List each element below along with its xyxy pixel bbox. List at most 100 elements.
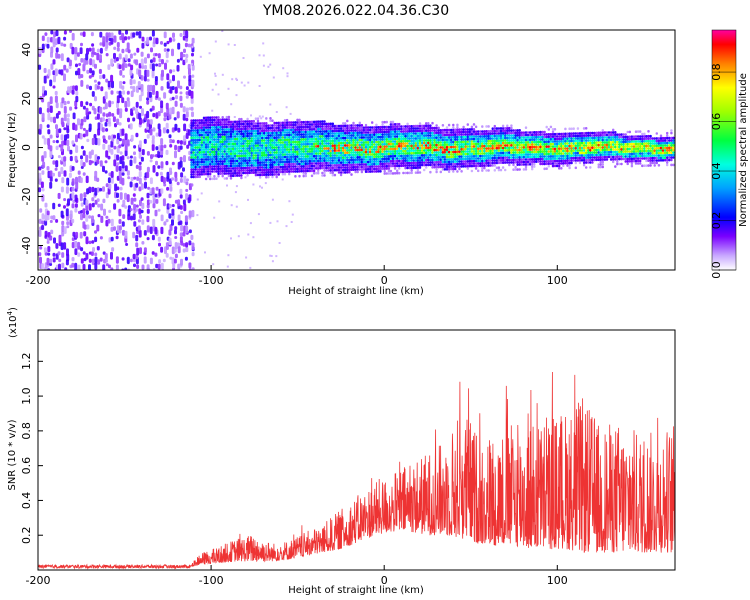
spectrogram-cell: [202, 119, 206, 122]
spectrogram-cell: [387, 128, 391, 131]
spectrogram-cell: [350, 131, 353, 135]
spectrogram-cell: [431, 151, 434, 154]
spectrogram-cell: [101, 127, 105, 133]
spectrogram-cell: [549, 155, 553, 158]
spectrogram-cell: [285, 138, 289, 142]
spectrogram-cell: [76, 52, 80, 57]
spectrogram-cell: [443, 133, 447, 137]
spectrogram-cell: [541, 138, 544, 141]
spectrogram-cell: [369, 165, 372, 168]
spectrogram-cell: [518, 138, 521, 142]
spectrogram-cell: [198, 151, 201, 154]
spectrogram-cell: [474, 140, 478, 143]
spectrogram-cell: [269, 163, 272, 167]
spectrogram-cell: [441, 128, 445, 132]
spectrogram-cell: [130, 215, 133, 221]
spectrogram-cell: [389, 137, 393, 141]
spectrogram-cell: [273, 170, 276, 174]
spectrogram-cell: [258, 144, 262, 147]
spectrogram-cell: [431, 166, 434, 169]
spectrogram-cell: [551, 164, 555, 168]
spectrogram-cell: [418, 156, 422, 160]
spectrogram-cell: [265, 136, 268, 140]
spectrogram-cell: [398, 132, 401, 136]
spectrogram-cell: [464, 138, 467, 141]
spectrogram-cell: [198, 146, 201, 149]
spectrogram-cell: [265, 146, 268, 150]
spectrogram-cell: [564, 152, 567, 155]
spectrogram-cell: [130, 108, 134, 116]
spectrogram-cell: [236, 147, 239, 150]
spectrogram-cell: [126, 42, 130, 50]
spectrogram-cell: [319, 157, 322, 160]
spectrogram-cell: [495, 127, 499, 130]
spectrogram-cell: [568, 144, 571, 148]
spectrogram-cell: [302, 152, 305, 156]
spectrogram-cell: [180, 51, 184, 59]
spectrogram-cell: [63, 100, 67, 106]
spectrogram-cell: [88, 123, 92, 131]
spectrogram-cell: [152, 202, 156, 209]
spectrogram-cell: [441, 160, 445, 164]
spectrogram-cell: [214, 75, 217, 77]
spectrogram-cell: [146, 204, 150, 209]
spectrogram-cell: [553, 157, 557, 160]
spectrogram-cell: [130, 64, 134, 71]
spectrogram-cell: [258, 168, 262, 172]
spectrogram-cell: [267, 168, 270, 172]
spectrogram-cell: [206, 150, 210, 154]
spectrogram-cell: [321, 120, 324, 123]
spectrogram-cell: [321, 164, 324, 167]
spectrogram-cell: [250, 132, 253, 135]
spectrogram-cell: [71, 32, 75, 41]
spectrogram-cell: [339, 168, 343, 172]
spectrogram-cell: [238, 152, 241, 155]
spectrogram-cell: [474, 149, 478, 153]
spectrogram-cell: [485, 164, 488, 167]
spectrogram-cell: [576, 146, 580, 150]
spectrogram-cell: [396, 147, 399, 150]
spectrogram-cell: [499, 161, 503, 164]
spectrogram-cell: [184, 42, 188, 48]
spectrogram-cell: [348, 126, 351, 130]
spectrogram-cell: [491, 132, 494, 135]
spectrogram-cell: [458, 128, 461, 131]
spectrogram-cell: [275, 138, 278, 142]
spectrogram-cell: [135, 31, 139, 36]
spectrogram-cell: [185, 242, 189, 248]
spectrogram-cell: [460, 145, 463, 149]
spectrogram-cell: [133, 151, 136, 156]
spectrogram-cell: [464, 142, 467, 146]
spectrogram-cell: [237, 235, 240, 238]
spectrogram-cell: [547, 135, 550, 139]
spectrogram-cell: [226, 265, 229, 268]
spectrogram-cell: [317, 127, 320, 131]
spectrogram-cell: [118, 219, 122, 224]
spectrogram-cell: [410, 161, 413, 165]
spectrogram-cell: [169, 138, 173, 144]
spectrogram-cell: [539, 138, 542, 141]
spectrogram-cell: [236, 122, 239, 126]
spectrogram-cell: [489, 129, 492, 133]
spectrogram-cell: [364, 150, 368, 154]
spectrogram-cell: [82, 251, 86, 255]
spectrogram-cell: [263, 129, 266, 132]
spectrogram-cell: [452, 148, 455, 151]
spectrogram-cell: [470, 159, 474, 163]
spectrogram-cell: [516, 136, 519, 139]
spectrogram-cell: [146, 110, 150, 119]
spectrogram-cell: [366, 167, 370, 171]
spectrogram-cell: [385, 140, 388, 143]
spectrogram-cell: [358, 155, 361, 159]
spectrogram-cell: [329, 132, 332, 135]
spectrogram-cell: [537, 148, 540, 151]
spectrogram-cell: [246, 171, 249, 175]
spectrogram-cell: [296, 121, 299, 124]
spectrogram-cell: [273, 146, 276, 149]
spectrogram-cell: [126, 170, 130, 176]
spectrogram-cell: [202, 136, 206, 139]
spectrogram-cell: [258, 171, 262, 174]
spectrogram-cell: [443, 163, 447, 166]
spectrogram-cell: [302, 142, 305, 146]
spectrogram-cell: [429, 151, 432, 154]
